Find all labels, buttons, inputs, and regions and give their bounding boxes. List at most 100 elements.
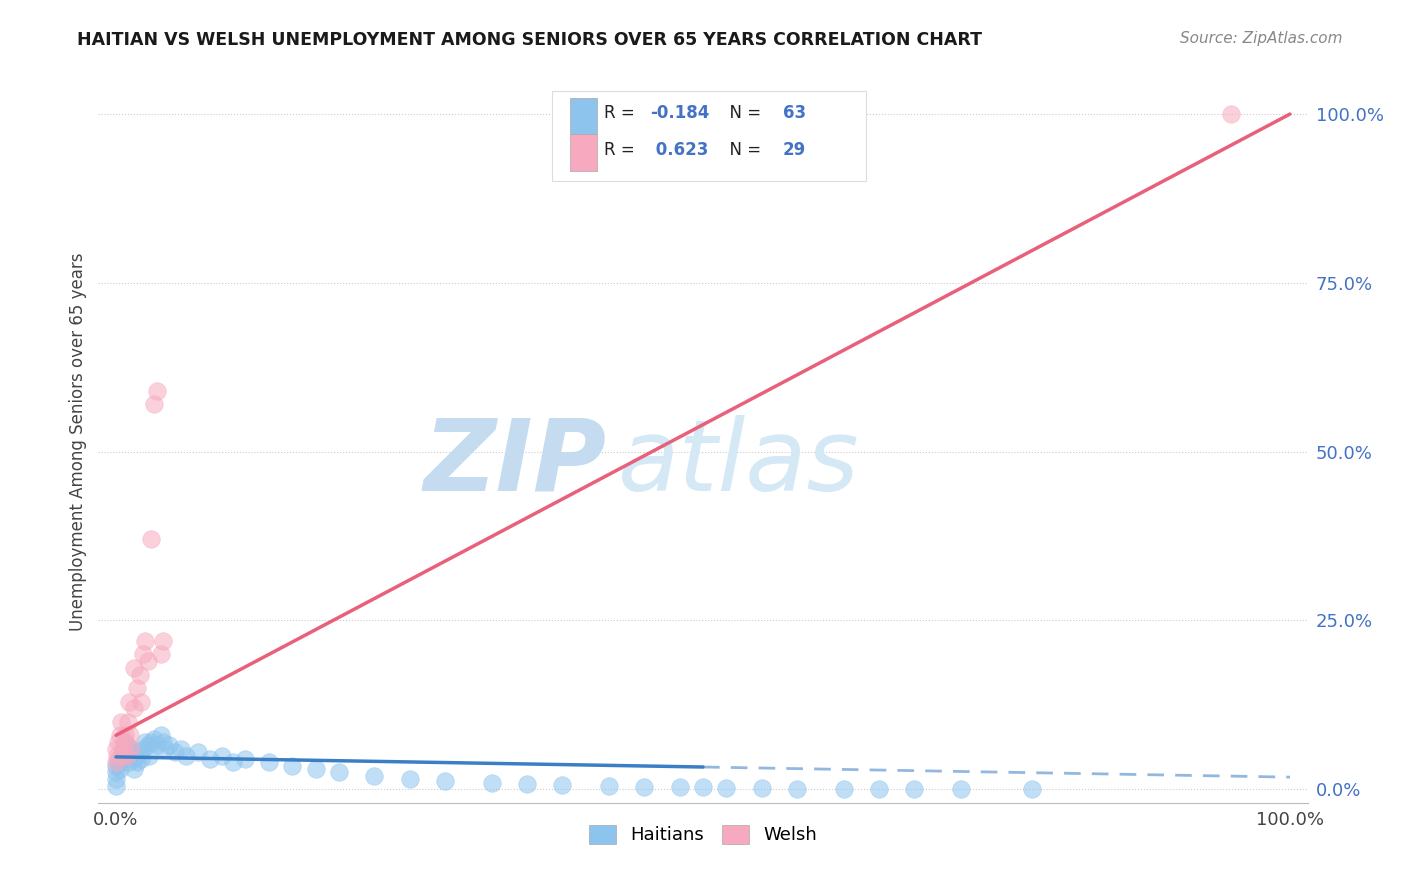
Point xyxy=(127,681,149,695)
Point xyxy=(141,735,163,749)
Point xyxy=(111,752,134,766)
Text: 63: 63 xyxy=(783,103,806,122)
Point xyxy=(155,741,177,756)
Point xyxy=(136,654,159,668)
Point xyxy=(129,752,152,766)
Point xyxy=(112,745,135,759)
Point xyxy=(118,694,141,708)
Text: 29: 29 xyxy=(783,141,806,160)
Point xyxy=(122,752,145,766)
Point xyxy=(328,765,350,780)
Point xyxy=(304,762,326,776)
Text: 0.623: 0.623 xyxy=(650,141,709,160)
Point xyxy=(129,694,152,708)
Point xyxy=(105,765,128,780)
Point xyxy=(120,741,142,756)
Point xyxy=(105,758,128,772)
Point xyxy=(169,741,191,756)
Point xyxy=(122,701,145,715)
Text: R =: R = xyxy=(603,103,640,122)
Point xyxy=(141,533,163,547)
Point xyxy=(112,741,135,756)
Point xyxy=(107,735,129,749)
Point xyxy=(105,741,128,756)
Point xyxy=(114,728,136,742)
Point xyxy=(516,777,538,791)
Point xyxy=(481,775,503,789)
Point xyxy=(832,781,855,796)
Point xyxy=(115,739,138,753)
Point xyxy=(149,728,172,742)
Text: -0.184: -0.184 xyxy=(650,103,709,122)
Point xyxy=(108,728,131,742)
Point xyxy=(751,780,773,795)
Point xyxy=(633,780,655,794)
Point xyxy=(108,762,131,776)
Point xyxy=(692,780,714,795)
Point xyxy=(222,756,245,770)
Point xyxy=(118,756,141,770)
Point xyxy=(598,779,620,793)
Point xyxy=(398,772,420,787)
Text: HAITIAN VS WELSH UNEMPLOYMENT AMONG SENIORS OVER 65 YEARS CORRELATION CHART: HAITIAN VS WELSH UNEMPLOYMENT AMONG SENI… xyxy=(77,31,983,49)
Y-axis label: Unemployment Among Seniors over 65 years: Unemployment Among Seniors over 65 years xyxy=(69,252,87,631)
Point xyxy=(157,739,180,753)
Legend: Haitians, Welsh: Haitians, Welsh xyxy=(582,818,824,852)
Point xyxy=(120,728,142,742)
Point xyxy=(233,752,256,766)
Bar xyxy=(569,135,596,170)
Text: Source: ZipAtlas.com: Source: ZipAtlas.com xyxy=(1180,31,1343,46)
Point xyxy=(120,741,142,756)
Point xyxy=(668,780,690,795)
Point xyxy=(903,782,925,797)
Point xyxy=(105,772,128,787)
Point xyxy=(136,739,159,753)
Point xyxy=(127,756,149,770)
Point xyxy=(176,748,198,763)
Point xyxy=(868,781,890,796)
Point xyxy=(128,667,150,681)
Point xyxy=(716,780,738,795)
FancyBboxPatch shape xyxy=(551,91,866,181)
Text: R =: R = xyxy=(603,141,640,160)
Point xyxy=(114,735,136,749)
Point xyxy=(122,762,145,776)
Point xyxy=(134,633,156,648)
Point xyxy=(138,748,160,763)
Text: N =: N = xyxy=(718,141,766,160)
Point xyxy=(149,647,172,661)
Point xyxy=(125,748,148,763)
Bar xyxy=(569,98,596,135)
Point xyxy=(105,748,128,763)
Point xyxy=(198,752,221,766)
Point xyxy=(112,735,135,749)
Point xyxy=(142,397,165,411)
Point xyxy=(163,745,186,759)
Point xyxy=(132,741,155,756)
Point xyxy=(551,778,574,792)
Point xyxy=(110,714,132,729)
Text: ZIP: ZIP xyxy=(423,415,606,512)
Point xyxy=(132,647,155,661)
Point xyxy=(111,748,134,763)
Point xyxy=(363,769,385,783)
Point xyxy=(281,758,304,772)
Point xyxy=(786,781,808,796)
Point xyxy=(117,748,139,763)
Point xyxy=(122,661,145,675)
Point xyxy=(115,748,138,763)
Point xyxy=(950,782,973,797)
Text: atlas: atlas xyxy=(619,415,860,512)
Point xyxy=(1220,107,1243,121)
Point xyxy=(146,739,169,753)
Point xyxy=(105,756,128,770)
Point xyxy=(105,779,128,793)
Point xyxy=(117,714,139,729)
Point xyxy=(211,748,233,763)
Point xyxy=(142,731,165,746)
Point xyxy=(433,774,456,789)
Point xyxy=(152,633,174,648)
Point xyxy=(187,745,209,759)
Point xyxy=(128,745,150,759)
Point xyxy=(257,756,280,770)
